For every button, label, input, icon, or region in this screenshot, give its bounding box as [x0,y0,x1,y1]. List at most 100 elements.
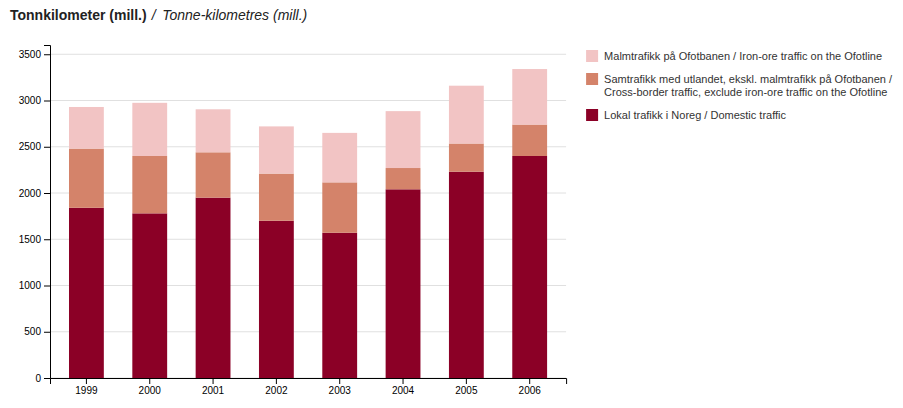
bar [322,233,357,378]
bar [386,168,421,189]
bar [322,182,357,232]
x-tick-label: 2000 [139,385,162,396]
x-tick-mark [86,378,87,384]
x-tick-label: 2004 [392,385,415,396]
x-tick: 2002 [265,378,288,396]
legend-swatch [586,109,598,121]
x-tick: 2005 [455,378,478,396]
y-tick: 500 [24,326,50,337]
y-tick: 0 [35,373,50,384]
grid-line [50,146,566,147]
x-tick-label: 2003 [329,385,352,396]
bar [449,172,484,378]
x-tick-mark [213,378,214,384]
x-tick: 2004 [392,378,415,396]
x-tick-mark [466,378,467,384]
bar [196,152,231,197]
y-tick-label: 1000 [19,280,42,291]
y-tick-mark [44,147,50,148]
legend-label: Samtrafikk med utlandet, ekskl. malmtraf… [604,73,893,98]
x-tick: 2006 [519,378,542,396]
legend: Malmtrafikk på Ofotbanen / Iron-ore traf… [586,50,893,121]
bar [69,208,104,378]
x-axis-line [51,379,567,385]
y-tick-mark [44,54,50,55]
subtitle: / Tonne-kilometres (mill.) [151,7,308,23]
legend-item: Samtrafikk med utlandet, ekskl. malmtraf… [586,73,893,98]
y-tick-label: 500 [24,326,41,337]
y-tick-label: 3500 [19,49,42,60]
legend-swatch [586,50,598,62]
bar [512,125,547,156]
bar [132,103,167,156]
bar [322,133,357,182]
grid-line [50,239,566,240]
x-tick-label: 2001 [202,385,225,396]
legend-item: Lokal trafikk i Noreg / Domestic traffic [586,109,786,121]
y-tick-mark [44,193,50,194]
legend-label: Lokal trafikk i Noreg / Domestic traffic [604,109,786,121]
y-tick-label: 1500 [19,234,42,245]
chart: Tonnkilometer (mill.)/ Tonne-kilometres … [0,0,903,408]
bars [69,69,547,378]
x-tick-label: 2006 [519,385,542,396]
legend-item: Malmtrafikk på Ofotbanen / Iron-ore traf… [586,50,882,62]
x-tick-mark [529,378,530,384]
x-tick: 2000 [139,378,162,396]
x-tick-label: 2005 [455,385,478,396]
legend-label: Malmtrafikk på Ofotbanen / Iron-ore traf… [604,50,882,62]
bar [259,126,294,173]
title: Tonnkilometer (mill.) [10,7,147,23]
x-tick-mark [339,378,340,384]
grid-line [50,54,566,55]
plot: 0 500 1000 1500 2000 2500 3000 3500 1999 2000 2001… [19,46,567,397]
bar [132,213,167,378]
y-axis-line [44,46,51,379]
x-axis: 1999 2000 2001 2002 2003 2004 2005 2006 [51,378,567,396]
y-tick: 3500 [19,49,50,60]
y-tick-label: 3000 [19,95,42,106]
x-tick-label: 2002 [265,385,288,396]
y-axis: 0 500 1000 1500 2000 2500 3000 3500 [19,46,51,384]
y-tick-mark [44,101,50,102]
x-tick-mark [149,378,150,384]
x-tick: 1999 [75,378,98,396]
grid-line [50,285,566,286]
x-tick-mark [403,378,404,384]
y-tick-label: 0 [35,373,41,384]
bar [512,156,547,378]
y-tick: 3000 [19,95,50,106]
y-tick: 2500 [19,141,50,152]
bar [132,156,167,213]
x-tick-label: 1999 [75,385,98,396]
y-tick-label: 2000 [19,188,42,199]
y-tick-mark [44,378,50,379]
bar [196,198,231,378]
bar [449,144,484,172]
x-tick-mark [276,378,277,384]
y-tick-mark [44,239,50,240]
y-tick: 1500 [19,234,50,245]
y-tick: 1000 [19,280,50,291]
grid-line [50,100,566,101]
bar [512,69,547,125]
grid [50,54,566,378]
y-tick-label: 2500 [19,141,42,152]
bar [386,189,421,378]
grid-line [50,193,566,194]
bar [449,86,484,144]
grid-line [50,331,566,332]
title-group: Tonnkilometer (mill.)/ Tonne-kilometres … [10,7,307,23]
y-tick: 2000 [19,188,50,199]
bar [69,149,104,208]
bar [259,174,294,221]
bar [69,107,104,149]
x-tick: 2001 [202,378,225,396]
y-tick-mark [44,332,50,333]
y-tick-mark [44,286,50,287]
legend-swatch [586,73,598,85]
x-tick: 2003 [329,378,352,396]
bar [259,221,294,378]
bar [196,109,231,152]
bar [386,111,421,168]
